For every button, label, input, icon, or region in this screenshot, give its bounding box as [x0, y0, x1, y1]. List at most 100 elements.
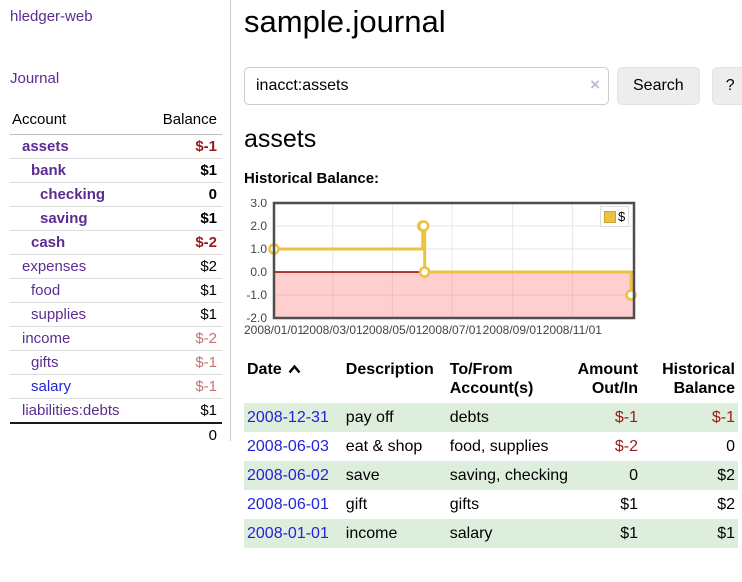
account-row: checking 0 — [10, 182, 222, 207]
search-input[interactable] — [244, 67, 609, 105]
legend-swatch-icon — [604, 210, 616, 223]
amount-cell: 0 — [574, 461, 642, 490]
balance-chart: 3.0 2.0 1.0 0.0 -1.0 -2.0 2008/01/01 2008/03/01… — [244, 199, 741, 344]
y-axis-label: -2.0 — [246, 311, 267, 325]
register-row: 2008-01-01 income salary $1 $1 — [244, 519, 738, 548]
account-row: gifts $-1 — [10, 350, 222, 375]
x-axis-label: 2008/09/01 — [483, 323, 543, 337]
account-balance: $-2 — [146, 230, 222, 255]
transaction-date-link[interactable]: 2008-01-01 — [247, 525, 329, 542]
chart-title: Historical Balance: — [244, 170, 380, 187]
chart-legend: $ — [600, 206, 630, 227]
description-cell: gift — [345, 496, 368, 513]
clear-search-icon[interactable]: × — [590, 75, 600, 94]
x-axis-label: 2008/03/01 — [303, 323, 363, 337]
sort-asc-icon — [288, 364, 301, 374]
accounts-cell: debts — [446, 403, 575, 432]
account-link[interactable]: cash — [31, 234, 66, 251]
help-button[interactable]: ? — [711, 67, 742, 105]
balance-cell: $1 — [641, 519, 738, 548]
y-axis-label: 2.0 — [250, 219, 267, 233]
account-balance: $-1 — [195, 138, 217, 155]
amount-cell: $-1 — [574, 403, 642, 432]
accounts-cell: food, supplies — [449, 438, 549, 455]
transaction-date-link[interactable]: 2008-06-01 — [247, 496, 329, 513]
app-title-link[interactable]: hledger-web — [10, 8, 93, 25]
account-row: bank $1 — [10, 158, 222, 183]
account-row: income $-2 — [10, 326, 222, 351]
x-axis-label: 2008/05/01 — [362, 323, 422, 337]
register-table: Date Description To/From Account(s) Amoun… — [244, 358, 738, 548]
sidebar: hledger-web Journal Account Balance asse… — [0, 0, 231, 447]
account-row: salary $-1 — [10, 374, 222, 399]
register-row: 2008-06-02 save saving, checking 0 $2 — [244, 461, 738, 490]
account-balance: $1 — [146, 278, 222, 303]
x-axis-label: 2008/01/01 — [244, 323, 304, 337]
accounts-header-account: Account — [10, 109, 146, 135]
register-header-balance: Historical Balance — [662, 361, 735, 397]
accounts-total-row: 0 — [10, 422, 222, 447]
accounts-cell: saving, checking — [446, 461, 575, 490]
register-header-accounts: To/From Account(s) — [449, 361, 534, 397]
account-link[interactable]: salary — [31, 378, 72, 395]
sidebar-item-journal[interactable]: Journal — [10, 70, 60, 87]
search-row: × Search ? — [244, 67, 742, 105]
legend-label: $ — [618, 209, 626, 224]
account-row: cash $-2 — [10, 230, 222, 255]
accounts-cell: salary — [446, 519, 575, 548]
description-cell: eat & shop — [345, 438, 423, 455]
account-link[interactable]: gifts — [31, 354, 59, 371]
description-cell: pay off — [342, 403, 447, 432]
account-balance: $1 — [146, 158, 222, 183]
register-header-amount: Amount Out/In — [577, 361, 639, 397]
account-row: supplies $1 — [10, 302, 222, 327]
account-link[interactable]: food — [31, 282, 61, 299]
x-axis-label: 2008/07/01 — [422, 323, 482, 337]
register-row: 2008-06-01 gift gifts $1 $2 — [244, 490, 738, 519]
account-link[interactable]: expenses — [22, 258, 87, 275]
accounts-table: Account Balance assets $-1 bank $1 checking 0… — [10, 109, 222, 447]
transaction-date-link[interactable]: 2008-06-02 — [247, 467, 329, 484]
amount-cell: $1 — [574, 519, 642, 548]
balance-cell: $2 — [641, 461, 738, 490]
transaction-date-link[interactable]: 2008-12-31 — [247, 409, 329, 426]
balance-cell: $-1 — [641, 403, 738, 432]
search-button[interactable]: Search — [617, 67, 700, 105]
balance-chart-plot: 3.0 2.0 1.0 0.0 -1.0 -2.02008/01/012008/03/01… — [244, 199, 637, 337]
accounts-header-balance: Balance — [146, 109, 222, 135]
x-axis-label: 2008/11/01 — [543, 323, 602, 337]
account-balance: $1 — [146, 206, 222, 231]
page-title: sample.journal — [244, 4, 446, 39]
amount-cell: $1 — [620, 496, 639, 513]
account-balance: $2 — [146, 254, 222, 279]
y-axis-label: 3.0 — [250, 199, 267, 210]
transaction-date-link[interactable]: 2008-06-03 — [247, 438, 329, 455]
register-row: 2008-06-03 eat & shop food, supplies $-2 0 — [244, 432, 738, 461]
account-balance: $-1 — [146, 350, 222, 375]
register-header-description: Description — [345, 361, 434, 378]
account-balance: $-2 — [146, 326, 222, 351]
account-link[interactable]: saving — [40, 210, 88, 227]
account-heading: assets — [244, 125, 317, 153]
balance-cell: $2 — [717, 496, 735, 513]
account-row: expenses $2 — [10, 254, 222, 279]
account-link[interactable]: assets — [22, 138, 69, 155]
amount-cell: $-2 — [614, 438, 639, 455]
description-cell: income — [342, 519, 447, 548]
account-link[interactable]: supplies — [31, 306, 87, 323]
register-header-date[interactable]: Date — [244, 358, 343, 403]
account-row: assets $-1 — [10, 135, 222, 159]
account-row: saving $1 — [10, 206, 222, 231]
account-link[interactable]: income — [22, 330, 71, 347]
account-link[interactable]: bank — [31, 162, 67, 179]
y-axis-label: -1.0 — [246, 288, 267, 302]
account-row: liabilities:debts $1 — [10, 398, 222, 423]
account-balance: $1 — [146, 398, 222, 423]
y-axis-label: 1.0 — [250, 242, 267, 256]
description-cell: save — [342, 461, 447, 490]
balance-cell: 0 — [726, 438, 735, 455]
y-axis-label: 0.0 — [250, 265, 267, 279]
account-link[interactable]: liabilities:debts — [22, 402, 120, 419]
account-link[interactable]: checking — [40, 186, 106, 203]
main-content: sample.journal × Search ? assets Histori… — [231, 0, 742, 548]
